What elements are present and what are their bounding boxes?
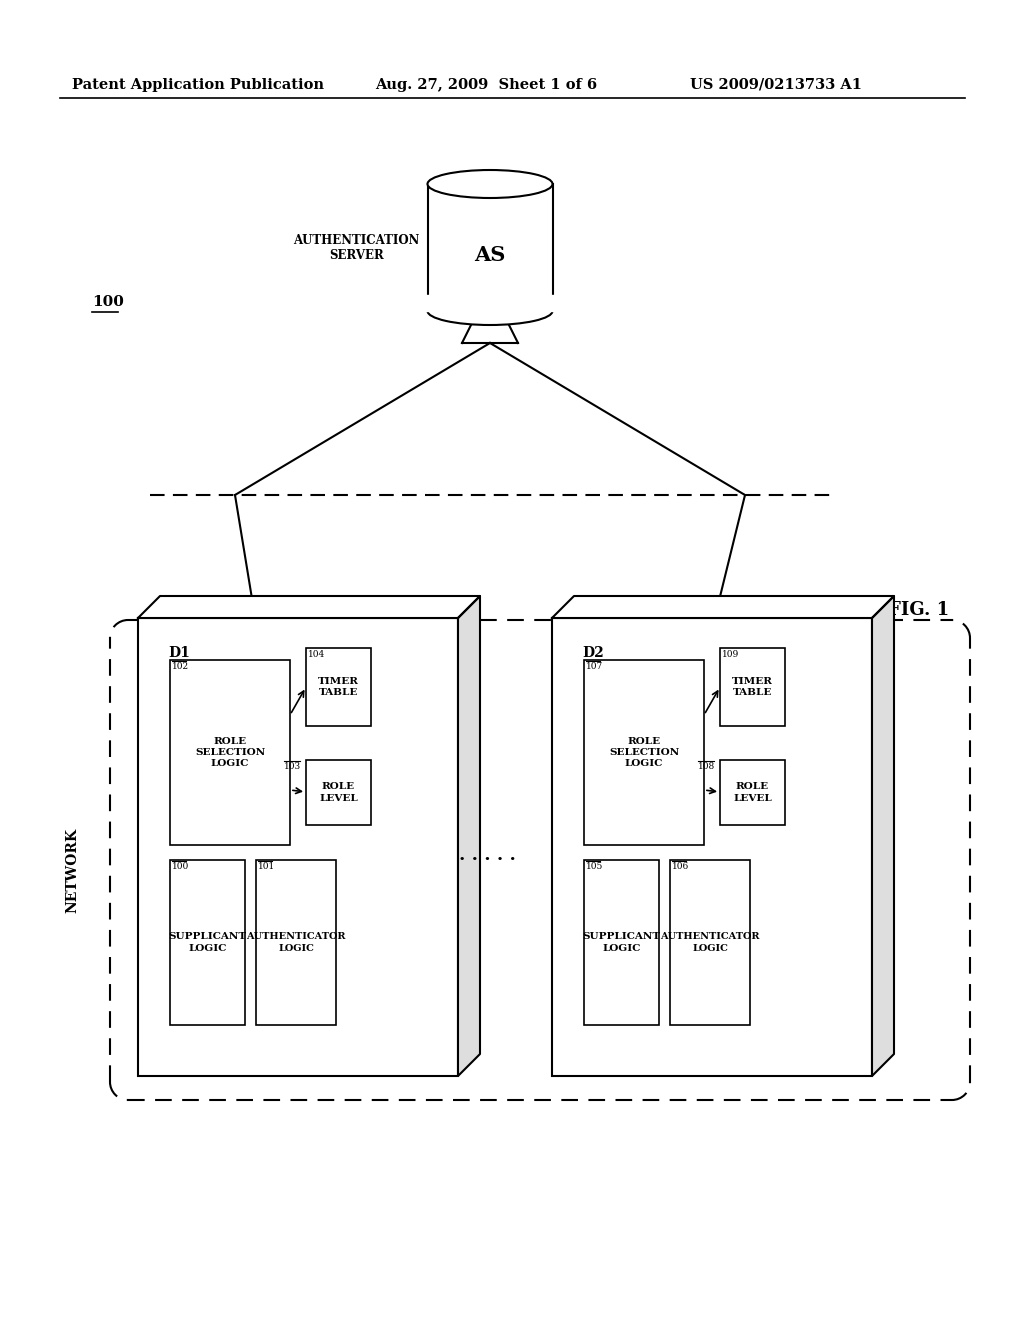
Ellipse shape <box>427 297 553 325</box>
Text: FIG. 1: FIG. 1 <box>888 601 949 619</box>
Polygon shape <box>552 597 894 618</box>
Bar <box>552 618 872 1076</box>
Bar <box>670 861 750 1026</box>
Text: NETWORK: NETWORK <box>65 828 79 912</box>
Text: 101: 101 <box>258 862 275 871</box>
Bar <box>720 648 785 726</box>
Bar <box>720 760 785 825</box>
Bar <box>584 660 705 845</box>
Bar <box>584 861 659 1026</box>
Text: ROLE
SELECTION
LOGIC: ROLE SELECTION LOGIC <box>609 737 679 768</box>
Bar <box>306 648 371 726</box>
Bar <box>170 861 245 1026</box>
Bar <box>427 183 553 312</box>
Text: 100: 100 <box>92 294 124 309</box>
Text: 100: 100 <box>172 862 189 871</box>
Text: D1: D1 <box>168 645 189 660</box>
Text: AS: AS <box>474 246 506 265</box>
Text: 106: 106 <box>672 862 689 871</box>
Bar <box>256 861 336 1026</box>
Polygon shape <box>872 597 894 1076</box>
Text: D2: D2 <box>582 645 604 660</box>
Text: ROLE
LEVEL: ROLE LEVEL <box>733 783 772 803</box>
Text: ROLE
LEVEL: ROLE LEVEL <box>319 783 357 803</box>
Text: . . . . .: . . . . . <box>459 846 515 865</box>
Polygon shape <box>138 597 480 618</box>
Text: SUPPLICANT
LOGIC: SUPPLICANT LOGIC <box>168 932 247 953</box>
Text: TIMER
TABLE: TIMER TABLE <box>318 677 359 697</box>
Polygon shape <box>458 597 480 1076</box>
Text: 103: 103 <box>284 762 301 771</box>
Text: SUPPLICANT
LOGIC: SUPPLICANT LOGIC <box>583 932 660 953</box>
Text: AUTHENTICATOR
LOGIC: AUTHENTICATOR LOGIC <box>246 932 346 953</box>
Text: ROLE
SELECTION
LOGIC: ROLE SELECTION LOGIC <box>195 737 265 768</box>
Text: 105: 105 <box>586 862 603 871</box>
Text: Patent Application Publication: Patent Application Publication <box>72 78 324 92</box>
Bar <box>170 660 290 845</box>
Ellipse shape <box>427 170 553 198</box>
Bar <box>138 618 458 1076</box>
Bar <box>306 760 371 825</box>
Text: TIMER
TABLE: TIMER TABLE <box>732 677 773 697</box>
Text: AUTHENTICATOR
LOGIC: AUTHENTICATOR LOGIC <box>660 932 760 953</box>
Bar <box>426 294 555 312</box>
Text: 104: 104 <box>308 649 326 659</box>
Text: US 2009/0213733 A1: US 2009/0213733 A1 <box>690 78 862 92</box>
Text: 107: 107 <box>586 663 603 671</box>
Text: 109: 109 <box>722 649 739 659</box>
Text: 108: 108 <box>698 762 715 771</box>
Text: Aug. 27, 2009  Sheet 1 of 6: Aug. 27, 2009 Sheet 1 of 6 <box>375 78 597 92</box>
Text: AUTHENTICATION
SERVER: AUTHENTICATION SERVER <box>293 234 420 261</box>
Text: 102: 102 <box>172 663 189 671</box>
